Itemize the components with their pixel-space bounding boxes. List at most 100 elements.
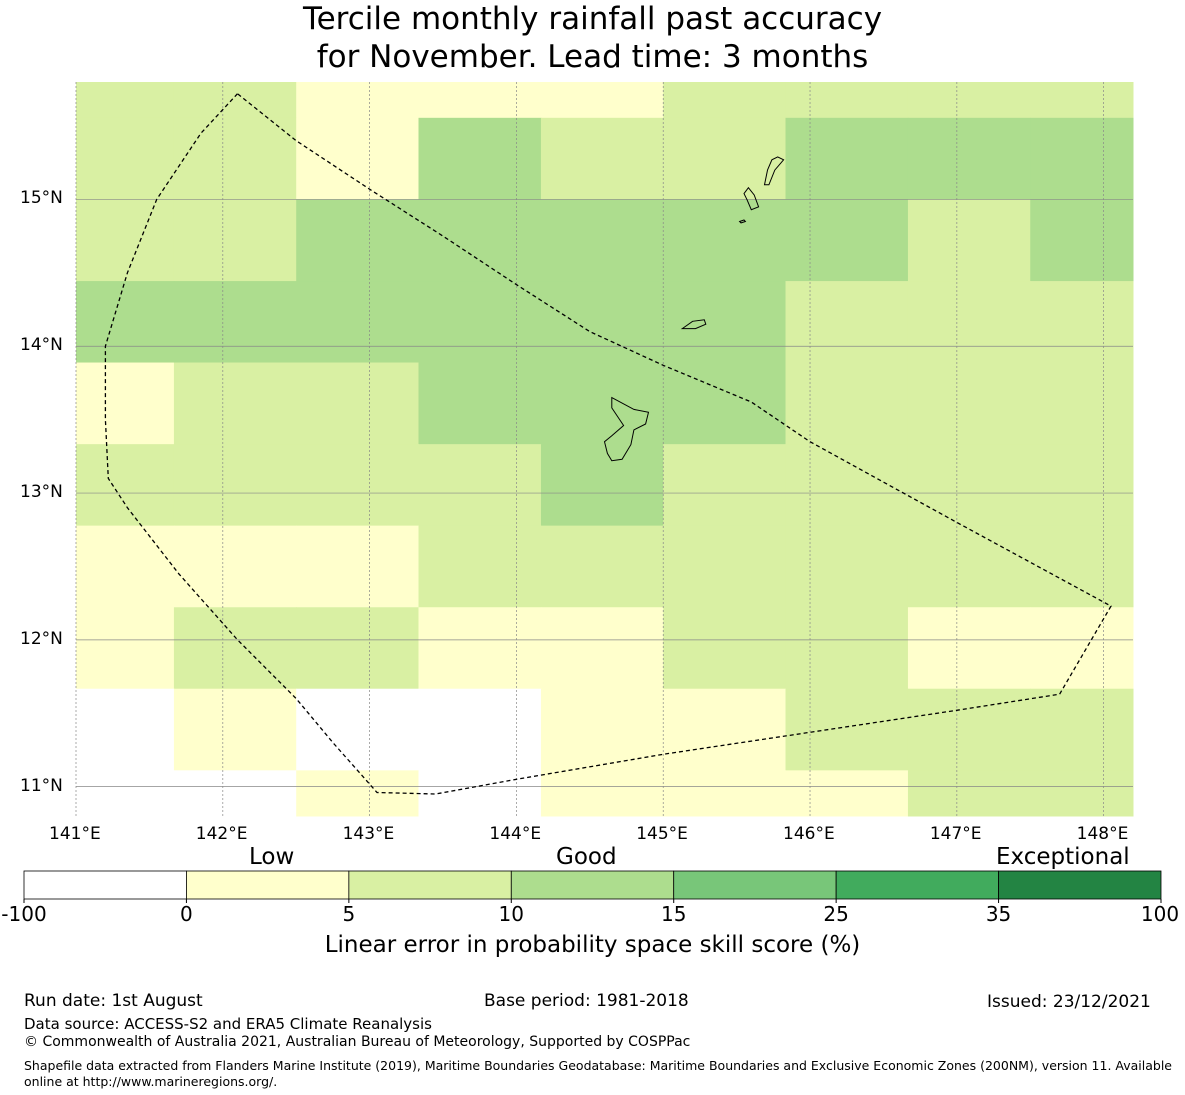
grid-cell xyxy=(1030,199,1134,282)
grid-cell xyxy=(173,199,297,282)
grid-cell xyxy=(540,82,664,119)
data-source: Data source: ACCESS-S2 and ERA5 Climate … xyxy=(24,1015,432,1033)
grid-cell xyxy=(418,281,542,364)
grid-cell xyxy=(1030,444,1134,527)
grid-cell xyxy=(1030,117,1134,200)
grid-cell xyxy=(663,770,787,817)
lon-tick-label: 145°E xyxy=(636,824,688,844)
grid-cell xyxy=(907,82,1031,119)
grid-cell xyxy=(418,199,542,282)
grid-cell xyxy=(540,281,664,364)
grid-cell xyxy=(540,525,664,608)
colorbar-tick-label: 25 xyxy=(823,902,849,926)
grid-cell xyxy=(663,362,787,445)
grid-cell xyxy=(76,362,175,445)
grid-cell xyxy=(907,688,1031,771)
grid-cell xyxy=(418,607,542,690)
grid-cell xyxy=(296,199,419,282)
grid-cell xyxy=(907,281,1031,364)
grid-cell xyxy=(296,281,419,364)
shapefile-note: Shapefile data extracted from Flanders M… xyxy=(24,1058,1172,1089)
colorbar-tick-label: 10 xyxy=(498,902,525,926)
grid-cell xyxy=(907,199,1031,282)
grid-cell xyxy=(907,607,1031,690)
title-line-2: for November. Lead time: 3 months xyxy=(316,39,869,75)
grid-cell xyxy=(173,607,297,690)
grid-cell xyxy=(173,770,297,817)
title-line-1: Tercile monthly rainfall past accuracy xyxy=(302,1,883,37)
grid-cell xyxy=(785,82,909,119)
colorbar-swatch xyxy=(835,870,999,900)
grid-cell xyxy=(663,117,787,200)
grid-cell xyxy=(785,362,909,445)
grid-cell xyxy=(418,362,542,445)
grid-cell xyxy=(785,281,909,364)
colorbar-swatch xyxy=(510,870,675,900)
lat-tick-label: 14°N xyxy=(20,335,63,356)
chart-title: Tercile monthly rainfall past accuracy f… xyxy=(0,0,1185,76)
grid-cell xyxy=(663,688,787,771)
grid-cell xyxy=(418,688,542,771)
grid-cell xyxy=(907,362,1031,445)
grid-cell xyxy=(785,688,909,771)
lat-tick-label: 13°N xyxy=(20,482,63,503)
grid-cell xyxy=(173,525,297,608)
grid-cell xyxy=(173,444,297,527)
grid-cell xyxy=(663,444,787,527)
colorbar-swatch xyxy=(348,870,512,900)
grid-cell xyxy=(173,281,297,364)
colorbar xyxy=(23,870,1162,903)
grid-cell xyxy=(418,117,542,200)
lon-tick-label: 147°E xyxy=(929,824,982,844)
run-date: Run date: 1st August xyxy=(24,991,203,1011)
colorbar-tick-label: 5 xyxy=(342,902,356,926)
colorbar-tick-label: 35 xyxy=(985,902,1012,926)
grid-cell xyxy=(76,281,175,364)
grid-cell xyxy=(663,281,787,364)
grid-cell xyxy=(540,607,664,690)
lon-tick-label: 141°E xyxy=(49,824,101,844)
colorbar-swatch xyxy=(186,870,350,900)
grid-cell xyxy=(173,362,297,445)
grid-cell xyxy=(540,199,664,282)
issued-date: Issued: 23/12/2021 xyxy=(987,992,1151,1012)
grid-cell xyxy=(173,82,297,119)
island-saipan xyxy=(763,156,785,186)
grid-cell xyxy=(907,117,1031,200)
colorbar-tick-label: -100 xyxy=(1,902,47,926)
grid-cell xyxy=(1030,770,1134,817)
base-period: Base period: 1981-2018 xyxy=(484,991,689,1011)
grid-cell xyxy=(296,607,419,690)
grid-cell xyxy=(418,444,542,527)
grid-cell xyxy=(296,770,419,817)
grid-cell xyxy=(418,82,542,119)
grid-cell xyxy=(296,444,419,527)
grid-cell xyxy=(1030,607,1134,690)
grid-cell xyxy=(540,362,664,445)
grid-cell xyxy=(540,770,664,817)
grid-cell xyxy=(907,525,1031,608)
lon-tick-label: 148°E xyxy=(1076,824,1129,844)
grid-cell xyxy=(907,770,1031,817)
grid-cell xyxy=(76,117,175,200)
colorbar-swatch xyxy=(23,870,187,900)
grid-cell xyxy=(540,117,664,200)
lon-tick-label: 146°E xyxy=(783,824,835,844)
grid-cell xyxy=(663,607,787,690)
grid-cell xyxy=(76,444,175,527)
grid-cell xyxy=(418,525,542,608)
grid-cell xyxy=(76,525,175,608)
grid-cell xyxy=(663,199,787,282)
grid-cell xyxy=(76,199,175,282)
grid-cell xyxy=(76,607,175,690)
grid-cell xyxy=(785,607,909,690)
grid-cell xyxy=(1030,525,1134,608)
grid-cell xyxy=(1030,82,1134,119)
island-rota xyxy=(680,319,707,330)
island-guam xyxy=(603,396,650,462)
grid-cell xyxy=(785,525,909,608)
grid-cell xyxy=(76,770,175,817)
colorbar-category-good: Good xyxy=(556,844,617,870)
eez-boundary-layer xyxy=(104,93,1112,795)
grid-cell xyxy=(296,82,419,119)
